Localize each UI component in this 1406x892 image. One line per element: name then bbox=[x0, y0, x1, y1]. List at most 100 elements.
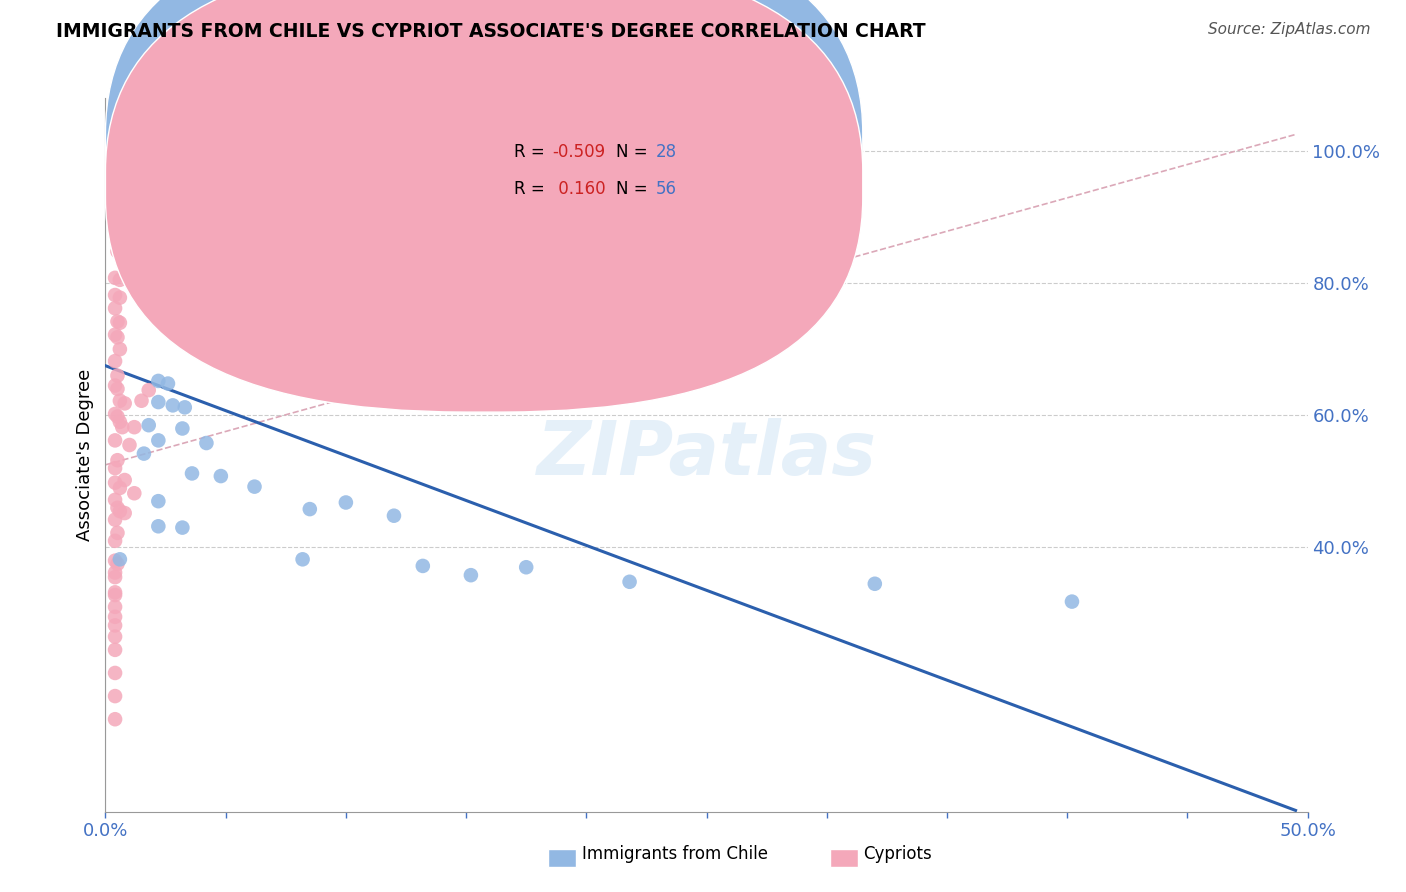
Point bbox=[107, 330, 129, 344]
Text: R =: R = bbox=[515, 143, 546, 161]
Point bbox=[104, 599, 127, 614]
Point bbox=[148, 434, 170, 448]
Point bbox=[108, 316, 131, 330]
Point bbox=[104, 270, 127, 285]
Point bbox=[111, 420, 134, 434]
Point bbox=[148, 395, 170, 409]
Text: N =: N = bbox=[616, 180, 648, 198]
Point bbox=[104, 197, 127, 211]
Text: -0.509: -0.509 bbox=[553, 143, 606, 161]
Point bbox=[104, 407, 127, 421]
FancyBboxPatch shape bbox=[449, 116, 742, 212]
Point bbox=[156, 376, 179, 391]
Point bbox=[104, 566, 127, 580]
Text: Source: ZipAtlas.com: Source: ZipAtlas.com bbox=[1208, 22, 1371, 37]
Point bbox=[108, 226, 131, 240]
Point bbox=[104, 378, 127, 392]
Point bbox=[107, 382, 129, 396]
Point bbox=[104, 533, 127, 548]
Point bbox=[108, 504, 131, 518]
Text: Immigrants from Chile: Immigrants from Chile bbox=[582, 846, 768, 863]
Point bbox=[104, 643, 127, 657]
Text: N =: N = bbox=[616, 143, 648, 161]
Text: Cypriots: Cypriots bbox=[863, 846, 932, 863]
Text: 28: 28 bbox=[657, 143, 678, 161]
Point bbox=[104, 327, 127, 342]
Point bbox=[382, 508, 405, 523]
Point bbox=[114, 473, 136, 487]
Point bbox=[108, 291, 131, 305]
Point bbox=[162, 398, 184, 412]
Point bbox=[104, 222, 127, 236]
Y-axis label: Associate's Degree: Associate's Degree bbox=[76, 368, 94, 541]
Point bbox=[104, 588, 127, 602]
Point bbox=[108, 273, 131, 287]
Point bbox=[181, 467, 204, 481]
Point bbox=[104, 554, 127, 568]
Point bbox=[107, 453, 129, 467]
Point bbox=[104, 354, 127, 368]
Point bbox=[104, 609, 127, 624]
Point bbox=[114, 506, 136, 520]
Text: 0.160: 0.160 bbox=[553, 180, 605, 198]
Point bbox=[124, 420, 146, 434]
Point bbox=[138, 418, 160, 433]
Point bbox=[107, 314, 129, 328]
Text: R =: R = bbox=[515, 180, 546, 198]
Point bbox=[104, 513, 127, 527]
Point bbox=[107, 557, 129, 571]
Point bbox=[104, 301, 127, 316]
Point bbox=[243, 480, 266, 494]
Point bbox=[107, 525, 129, 540]
Point bbox=[172, 421, 194, 435]
Text: 56: 56 bbox=[657, 180, 678, 198]
Point bbox=[515, 560, 537, 574]
Point bbox=[619, 574, 641, 589]
Point bbox=[173, 401, 195, 415]
Point bbox=[108, 481, 131, 495]
Point bbox=[108, 342, 131, 356]
Text: ZIPatlas: ZIPatlas bbox=[537, 418, 876, 491]
Point bbox=[104, 630, 127, 644]
Point bbox=[108, 246, 131, 260]
Point bbox=[104, 475, 127, 490]
Point bbox=[863, 576, 886, 591]
Point bbox=[104, 492, 127, 507]
Point bbox=[104, 618, 127, 632]
Point bbox=[108, 415, 131, 429]
Point bbox=[104, 585, 127, 599]
Text: IMMIGRANTS FROM CHILE VS CYPRIOT ASSOCIATE'S DEGREE CORRELATION CHART: IMMIGRANTS FROM CHILE VS CYPRIOT ASSOCIA… bbox=[56, 22, 927, 41]
Point bbox=[412, 558, 434, 573]
Point bbox=[1060, 594, 1083, 608]
Point bbox=[131, 393, 153, 408]
Point bbox=[148, 494, 170, 508]
Point bbox=[124, 486, 146, 500]
Point bbox=[104, 665, 127, 680]
Point bbox=[298, 502, 321, 516]
Point bbox=[291, 552, 314, 566]
Point bbox=[460, 568, 482, 582]
Point bbox=[104, 288, 127, 302]
Point bbox=[104, 689, 127, 703]
Point bbox=[138, 383, 160, 397]
FancyBboxPatch shape bbox=[105, 0, 863, 412]
Point bbox=[148, 374, 170, 388]
Point bbox=[118, 438, 141, 452]
Point bbox=[108, 552, 131, 566]
Point bbox=[107, 500, 129, 515]
Point bbox=[107, 368, 129, 383]
Point bbox=[107, 244, 129, 259]
Point bbox=[132, 447, 155, 461]
Point bbox=[104, 434, 127, 448]
Point bbox=[172, 520, 194, 534]
Point bbox=[104, 570, 127, 584]
Point bbox=[209, 469, 232, 483]
FancyBboxPatch shape bbox=[105, 0, 863, 375]
Point bbox=[108, 393, 131, 408]
Point bbox=[104, 712, 127, 726]
Point bbox=[107, 409, 129, 424]
Point bbox=[114, 396, 136, 410]
Point bbox=[335, 495, 357, 509]
Point bbox=[104, 461, 127, 475]
Point bbox=[195, 436, 218, 450]
